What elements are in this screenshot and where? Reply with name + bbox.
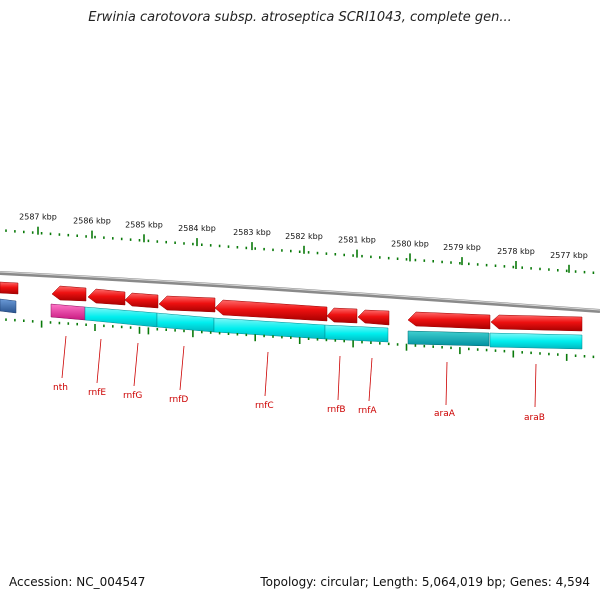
gene-label-group[interactable]: araB	[524, 363, 545, 423]
forward-gene-block-4[interactable]	[324, 324, 389, 343]
gene-label-araB[interactable]: araB	[524, 413, 545, 423]
reverse-gene-1[interactable]	[51, 285, 87, 302]
gene-label-rnfG[interactable]: rnfG	[123, 391, 142, 401]
gene-label-rnfE[interactable]: rnfE	[88, 388, 106, 398]
reverse-gene-rnfE[interactable]	[87, 288, 126, 306]
genome-stats-text: Topology: circular; Length: 5,064,019 bp…	[260, 575, 590, 589]
scale-label: 2584 kbp	[178, 224, 216, 233]
gene-label-rnfD[interactable]: rnfD	[169, 395, 188, 405]
gene-label-group[interactable]: rnfB	[327, 355, 346, 415]
scale-label: 2577 kbp	[550, 251, 588, 260]
scale-label: 2579 kbp	[443, 243, 481, 252]
genome-backbone-highlight	[0, 271, 600, 311]
forward-strand-genes	[0, 298, 583, 350]
gene-label-group[interactable]: araA	[434, 361, 456, 419]
gene-label-group[interactable]: rnfC	[255, 351, 274, 411]
forward-gene-nth[interactable]	[50, 303, 86, 321]
reverse-gene-araA[interactable]	[407, 311, 491, 330]
scale-label: 2585 kbp	[125, 220, 163, 229]
reverse-gene-rnfC[interactable]	[214, 299, 328, 322]
forward-gene-block-1[interactable]	[84, 306, 158, 328]
gene-label-group[interactable]: rnfE	[88, 338, 106, 398]
reverse-strand-genes	[0, 281, 583, 332]
reverse-gene-araB[interactable]	[490, 314, 583, 332]
forward-gene-block-6[interactable]	[489, 332, 583, 350]
scale-label: 2578 kbp	[497, 247, 535, 256]
gene-label-rnfC[interactable]: rnfC	[255, 401, 274, 411]
reverse-gene-rnfB[interactable]	[326, 307, 358, 324]
map-title: Erwinia carotovora subsp. atroseptica SC…	[88, 10, 512, 25]
accession-text: Accession: NC_004547	[9, 575, 146, 589]
forward-gene-block-5[interactable]	[407, 330, 490, 347]
scale-label: 2582 kbp	[285, 232, 323, 241]
gene-label-group[interactable]: nth	[53, 335, 68, 393]
genome-backbone	[0, 271, 600, 313]
reverse-gene-rnfG[interactable]	[124, 292, 159, 309]
gene-label-rnfB[interactable]: rnfB	[327, 405, 346, 415]
reverse-gene-partial[interactable]	[0, 281, 19, 295]
outer-scale	[5, 226, 595, 274]
scale-label: 2586 kbp	[73, 217, 111, 226]
reverse-gene-rnfA[interactable]	[357, 309, 390, 326]
scale-labels: 2587 kbp 2586 kbp 2585 kbp 2584 kbp 2583 kbp…	[19, 213, 588, 260]
scale-label: 2581 kbp	[338, 236, 376, 245]
gene-label-araA[interactable]: araA	[434, 409, 456, 419]
scale-label: 2587 kbp	[19, 213, 57, 222]
gene-label-nth[interactable]: nth	[53, 383, 68, 393]
gene-labels: nth rnfE rnfG rnfD rnfC rnfB rnfA araA	[53, 335, 545, 423]
scale-label: 2580 kbp	[391, 239, 429, 248]
gene-label-rnfA[interactable]: rnfA	[358, 406, 377, 416]
inner-scale	[5, 318, 595, 361]
forward-gene-blue[interactable]	[0, 298, 17, 314]
gene-label-group[interactable]: rnfD	[169, 345, 188, 405]
gene-label-group[interactable]: rnfG	[123, 342, 142, 401]
scale-label: 2583 kbp	[233, 228, 271, 237]
gene-label-group[interactable]: rnfA	[358, 357, 377, 416]
reverse-gene-rnfD[interactable]	[158, 295, 216, 313]
forward-gene-block-3[interactable]	[213, 317, 326, 340]
